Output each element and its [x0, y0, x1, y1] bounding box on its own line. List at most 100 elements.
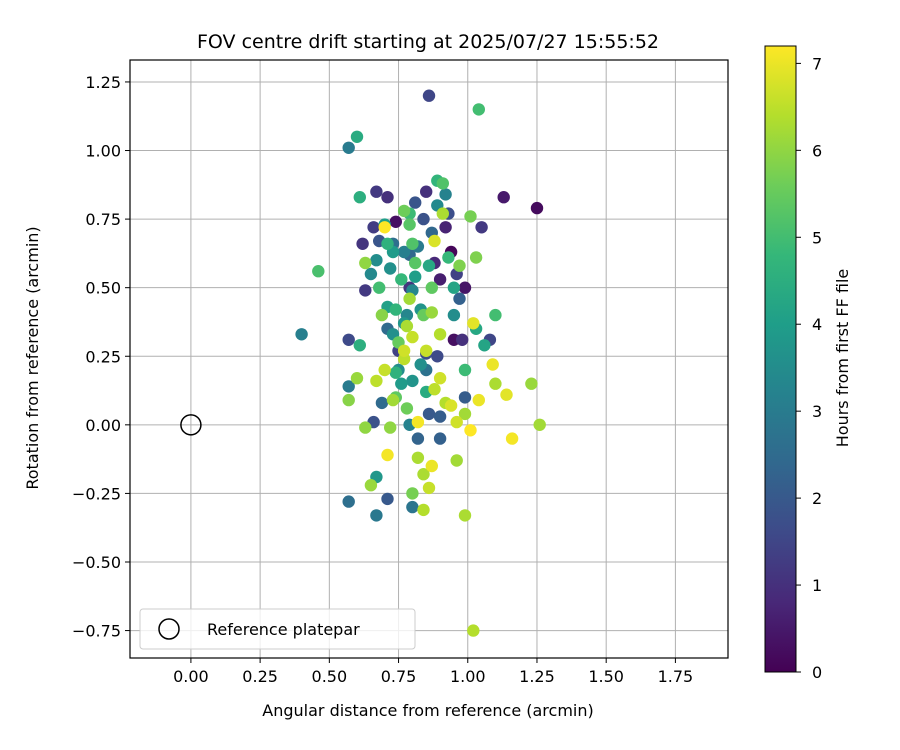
data-point	[378, 363, 391, 377]
data-point	[447, 308, 461, 322]
data-point	[414, 358, 427, 371]
legend: Reference platepar	[139, 608, 416, 650]
data-point	[458, 391, 472, 404]
colorbar-gradient	[764, 45, 797, 673]
x-tick-label: 1.00	[450, 667, 486, 686]
data-point	[370, 509, 383, 522]
y-tick-label: −0.50	[72, 553, 121, 572]
data-point	[389, 366, 402, 379]
data-point	[406, 487, 419, 500]
data-point	[428, 234, 441, 248]
x-tick-label: 1.50	[588, 667, 624, 686]
colorbar-tick-label: 4	[812, 315, 822, 334]
data-point	[400, 402, 414, 415]
legend-label: Reference platepar	[207, 620, 360, 639]
data-point	[406, 500, 419, 514]
data-point	[395, 273, 408, 286]
data-point	[486, 358, 499, 371]
data-point	[442, 251, 455, 264]
data-point	[342, 141, 355, 154]
data-point	[453, 292, 466, 305]
y-tick-label: 1.00	[85, 142, 121, 161]
y-tick-label: −0.75	[72, 622, 121, 641]
data-point	[342, 333, 355, 346]
data-point	[530, 201, 544, 215]
data-point	[467, 317, 480, 330]
data-point	[373, 281, 386, 294]
data-point	[364, 479, 378, 492]
data-point	[381, 492, 394, 506]
data-point	[312, 265, 325, 278]
data-point	[472, 393, 485, 407]
x-tick-label: 0.50	[312, 667, 348, 686]
data-point	[406, 374, 419, 388]
data-point	[384, 262, 397, 275]
data-point	[409, 196, 422, 209]
data-point	[397, 245, 411, 259]
legend-box	[139, 608, 416, 650]
y-tick-label: −0.25	[72, 484, 121, 503]
data-point	[505, 432, 519, 445]
data-point	[422, 259, 436, 272]
data-point	[525, 377, 538, 390]
data-point	[431, 350, 444, 363]
data-point	[411, 415, 425, 429]
data-point	[417, 468, 430, 481]
y-axis-label: Rotation from reference (arcmin)	[23, 226, 42, 489]
data-point	[342, 380, 355, 393]
data-point	[464, 210, 477, 223]
y-tick-label: 0.75	[85, 210, 121, 229]
data-point	[533, 418, 546, 431]
data-point	[370, 254, 383, 267]
colorbar-tick-label: 3	[812, 402, 822, 421]
data-point	[489, 377, 502, 390]
data-point	[353, 339, 366, 352]
chart-title: FOV centre drift starting at 2025/07/27 …	[197, 31, 659, 53]
colorbar: 0 1 2 3 4 5 6 7 Hours from first FF file	[764, 45, 852, 682]
x-tick-label: 0.25	[242, 667, 278, 686]
data-point	[425, 306, 438, 319]
data-point	[356, 237, 369, 250]
data-point	[450, 454, 463, 467]
data-point	[359, 284, 372, 297]
data-point	[411, 451, 425, 464]
data-point	[342, 393, 355, 407]
data-point	[378, 221, 391, 234]
colorbar-ticks: 0 1 2 3 4 5 6 7	[796, 54, 822, 682]
data-point	[386, 393, 400, 407]
data-point	[497, 191, 510, 204]
data-point	[389, 303, 402, 316]
data-point	[467, 624, 480, 637]
data-point	[436, 177, 449, 190]
colorbar-tick-label: 7	[812, 54, 822, 73]
data-point	[417, 212, 430, 226]
data-point	[439, 221, 452, 234]
data-point	[353, 191, 366, 204]
data-point	[422, 89, 436, 102]
data-point	[456, 333, 469, 346]
data-point	[364, 267, 378, 281]
data-point	[433, 328, 447, 341]
data-point	[458, 407, 472, 421]
data-point	[411, 432, 425, 445]
data-point	[375, 396, 389, 410]
data-point	[450, 415, 463, 429]
x-tick-label: 1.75	[658, 667, 694, 686]
data-point	[350, 130, 364, 143]
data-point	[433, 372, 447, 385]
data-point	[406, 237, 419, 250]
x-tick-label: 0.00	[173, 667, 209, 686]
colorbar-tick-label: 1	[812, 576, 822, 595]
data-point	[472, 103, 485, 116]
colorbar-tick-label: 5	[812, 228, 822, 247]
colorbar-label: Hours from first FF file	[833, 269, 852, 448]
x-axis-label: Angular distance from reference (arcmin)	[262, 701, 593, 720]
data-point	[433, 432, 447, 445]
colorbar-tick-label: 2	[812, 489, 822, 508]
data-point	[447, 281, 461, 294]
data-point	[403, 292, 416, 305]
data-point	[389, 215, 402, 228]
plot-frame	[129, 59, 729, 659]
data-point	[469, 251, 483, 264]
